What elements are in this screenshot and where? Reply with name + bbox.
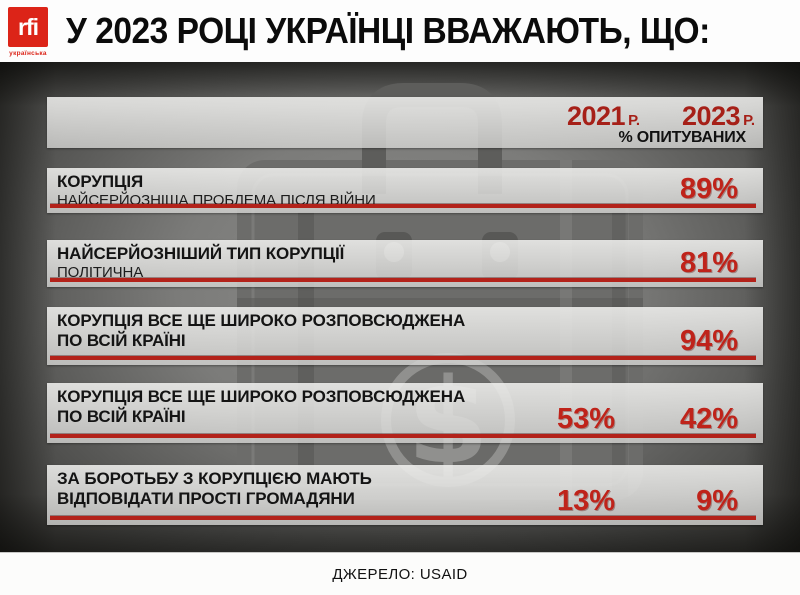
value-2023: 89% xyxy=(679,173,738,205)
table-header-row: 2021 Р. 2023 Р. % ОПИТУВАНИХ xyxy=(47,97,763,148)
rfi-logo-text: rfi xyxy=(18,13,39,40)
row-title: НАЙСЕРЙОЗНІШИЙ ТИП КОРУПЦІЇ xyxy=(57,244,345,263)
value-2021: 13% xyxy=(556,485,615,517)
year-2023-suffix: Р. xyxy=(743,112,755,129)
row-title: ЗА БОРОТЬБУ З КОРУПЦІЄЮ МАЮТЬ xyxy=(57,469,372,488)
value-2023: 9% xyxy=(696,485,738,517)
row-title-line2: ВІДПОВІДАТИ ПРОСТІ ГРОМАДЯНИ xyxy=(57,489,355,508)
table-row: ЗА БОРОТЬБУ З КОРУПЦІЄЮ МАЮТЬ ВІДПОВІДАТ… xyxy=(47,465,763,525)
row-title-line2: ПО ВСІЙ КРАЇНІ xyxy=(57,331,186,350)
red-underline xyxy=(50,204,756,208)
table-row: НАЙСЕРЙОЗНІШИЙ ТИП КОРУПЦІЇ ПОЛІТИЧНА 81… xyxy=(47,240,763,287)
row-title-line2: ПО ВСІЙ КРАЇНІ xyxy=(57,407,186,426)
value-2023: 94% xyxy=(679,325,738,357)
row-title: КОРУПЦІЯ xyxy=(57,172,144,191)
red-underline xyxy=(50,278,756,282)
top-header-bar: rfi українська У 2023 РОЦІ УКРАЇНЦІ ВВАЖ… xyxy=(0,0,800,62)
column-header-2023: 2023 Р. xyxy=(682,103,755,130)
row-subtitle: ПОЛІТИЧНА xyxy=(57,264,144,281)
footer-bar: ДЖЕРЕЛО: USAID xyxy=(0,552,800,595)
red-underline xyxy=(50,434,756,438)
table-row: КОРУПЦІЯ ВСЕ ЩЕ ШИРОКО РОЗПОВСЮДЖЕНА ПО … xyxy=(47,383,763,443)
percent-respondents-label: % ОПИТУВАНИХ xyxy=(618,129,747,146)
value-2021: 53% xyxy=(556,403,615,435)
rfi-logo-subtext: українська xyxy=(9,50,47,57)
page-title: У 2023 РОЦІ УКРАЇНЦІ ВВАЖАЮТЬ, ЩО: xyxy=(66,10,710,51)
value-2023: 42% xyxy=(679,403,738,435)
rfi-logo: rfi xyxy=(8,7,48,47)
column-header-2021: 2021 Р. xyxy=(567,103,640,130)
year-2023: 2023 xyxy=(681,101,741,131)
chart-background: $ 2021 Р. 2023 Р. % ОПИТУВАНИХ КОРУПЦІЯ … xyxy=(0,62,800,553)
year-2021: 2021 xyxy=(566,101,626,131)
red-underline xyxy=(50,516,756,520)
year-2021-suffix: Р. xyxy=(628,112,640,129)
value-2023: 81% xyxy=(679,247,738,279)
red-underline xyxy=(50,356,756,360)
row-title: КОРУПЦІЯ ВСЕ ЩЕ ШИРОКО РОЗПОВСЮДЖЕНА xyxy=(57,311,466,330)
row-title: КОРУПЦІЯ ВСЕ ЩЕ ШИРОКО РОЗПОВСЮДЖЕНА xyxy=(57,387,466,406)
table-row: КОРУПЦІЯ НАЙСЕРЙОЗНІША ПРОБЛЕМА ПІСЛЯ ВІ… xyxy=(47,168,763,213)
table-row: КОРУПЦІЯ ВСЕ ЩЕ ШИРОКО РОЗПОВСЮДЖЕНА ПО … xyxy=(47,307,763,365)
source-label: ДЖЕРЕЛО: USAID xyxy=(332,565,468,583)
